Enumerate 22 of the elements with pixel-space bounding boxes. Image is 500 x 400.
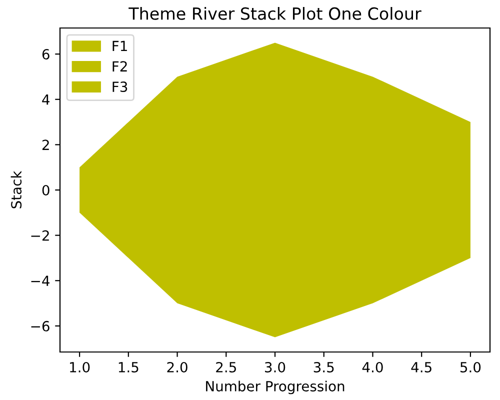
x-tick-label: 3.0 [265, 362, 286, 372]
legend-label: F2 [112, 61, 127, 72]
chart-title: Theme River Stack Plot One Colour [128, 7, 422, 20]
y-tick-label: −6 [31, 320, 50, 332]
x-tick-label: 3.5 [314, 362, 334, 372]
x-tick-label: 5.0 [460, 362, 481, 372]
legend-label: F3 [112, 82, 128, 92]
y-axis-title: Stack [10, 170, 22, 208]
x-tick-label: 4.0 [362, 362, 383, 372]
y-tick-label: 4 [42, 94, 50, 105]
x-tick-label: 1.5 [118, 362, 138, 372]
y-tick-label: −2 [31, 230, 49, 241]
x-tick-label: 2.5 [216, 362, 236, 372]
y-tick-label: 2 [42, 140, 49, 150]
y-tick-label: −4 [31, 276, 50, 286]
x-tick-label: 4.5 [411, 362, 432, 372]
x-tick-label: 1.0 [70, 362, 90, 372]
y-tick-label: 6 [42, 49, 50, 60]
x-axis-title: Number Progression [206, 380, 344, 394]
y-tick-label: 0 [42, 184, 50, 196]
x-tick-label: 2.0 [167, 362, 188, 372]
legend-label: F1 [112, 40, 127, 52]
